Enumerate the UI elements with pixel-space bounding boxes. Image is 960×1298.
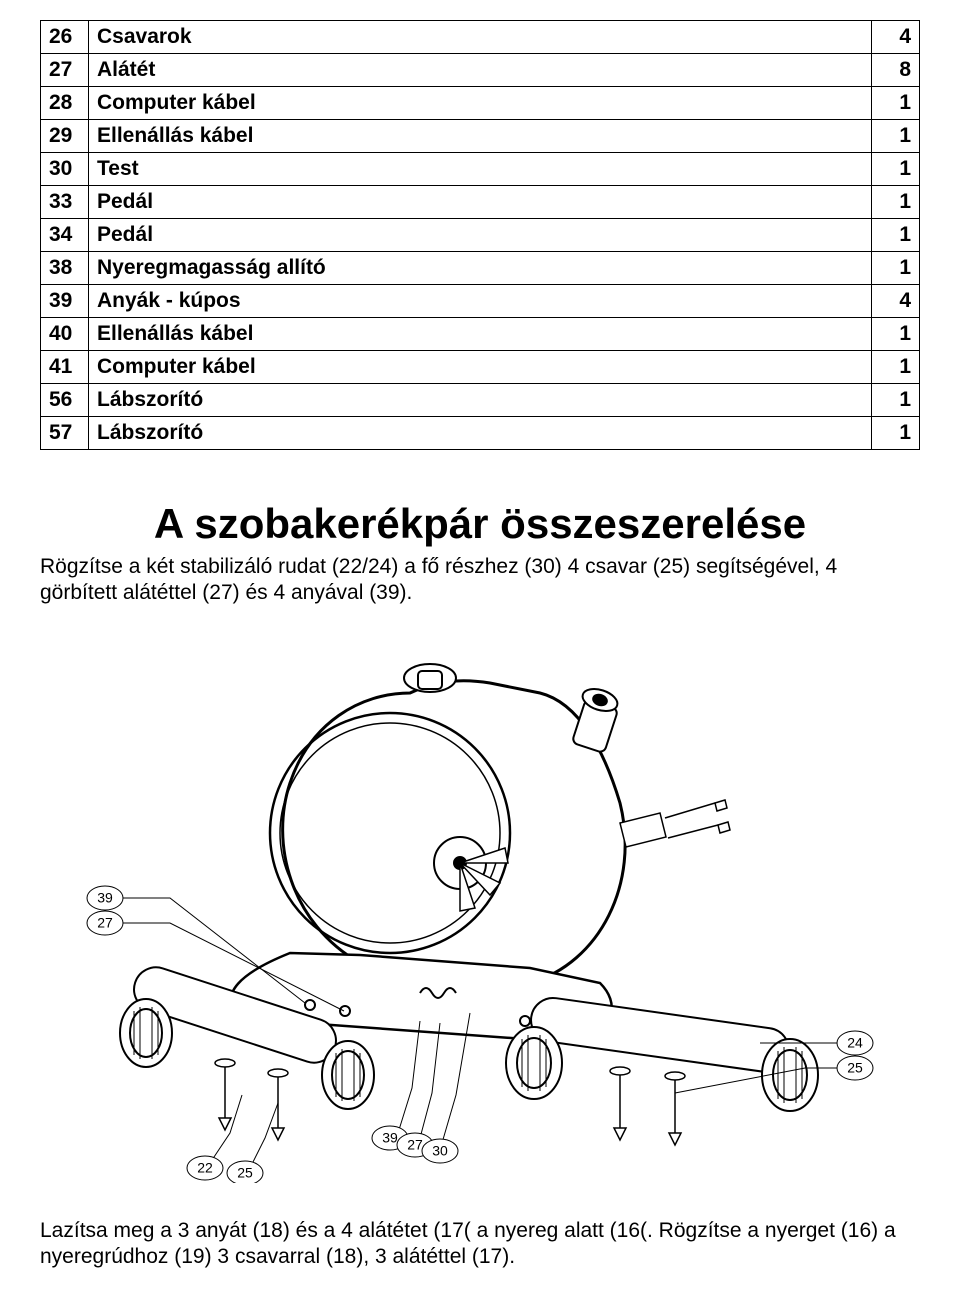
table-row: 41 Computer kábel 1	[41, 351, 920, 384]
assembly-instruction-1: Rögzítse a két stabilizáló rudat (22/24)…	[40, 554, 920, 607]
part-name: Pedál	[89, 219, 872, 252]
part-num: 56	[41, 384, 89, 417]
table-row: 38 Nyeregmagasság allító 1	[41, 252, 920, 285]
part-name: Ellenállás kábel	[89, 318, 872, 351]
table-row: 39 Anyák - kúpos 4	[41, 285, 920, 318]
part-num: 40	[41, 318, 89, 351]
part-name: Pedál	[89, 186, 872, 219]
part-qty: 1	[872, 252, 920, 285]
callout-label: 22	[197, 1159, 213, 1175]
assembly-diagram: 39 27 22 25 39 27 30 24 25	[40, 623, 920, 1188]
table-row: 28 Computer kábel 1	[41, 87, 920, 120]
assembly-title: A szobakerékpár összeszerelése	[40, 500, 920, 548]
part-num: 38	[41, 252, 89, 285]
callout-label: 24	[847, 1034, 863, 1050]
part-qty: 1	[872, 120, 920, 153]
part-num: 34	[41, 219, 89, 252]
assembly-diagram-svg: 39 27 22 25 39 27 30 24 25	[60, 623, 900, 1183]
part-name: Computer kábel	[89, 87, 872, 120]
callout-label: 30	[432, 1142, 448, 1158]
callout-label: 27	[407, 1136, 423, 1152]
part-qty: 1	[872, 384, 920, 417]
part-num: 29	[41, 120, 89, 153]
part-qty: 8	[872, 54, 920, 87]
callout-label: 39	[382, 1129, 398, 1145]
table-row: 40 Ellenállás kábel 1	[41, 318, 920, 351]
part-qty: 1	[872, 351, 920, 384]
part-num: 27	[41, 54, 89, 87]
table-row: 26 Csavarok 4	[41, 21, 920, 54]
part-num: 39	[41, 285, 89, 318]
part-num: 28	[41, 87, 89, 120]
part-name: Test	[89, 153, 872, 186]
table-row: 34 Pedál 1	[41, 219, 920, 252]
callout-label: 39	[97, 889, 113, 905]
callout-label: 25	[237, 1164, 253, 1180]
part-num: 57	[41, 417, 89, 450]
part-name: Lábszorító	[89, 417, 872, 450]
part-name: Ellenállás kábel	[89, 120, 872, 153]
part-name: Csavarok	[89, 21, 872, 54]
part-num: 30	[41, 153, 89, 186]
parts-table-body: 26 Csavarok 4 27 Alátét 8 28 Computer ká…	[41, 21, 920, 450]
table-row: 29 Ellenállás kábel 1	[41, 120, 920, 153]
part-qty: 4	[872, 21, 920, 54]
parts-table: 26 Csavarok 4 27 Alátét 8 28 Computer ká…	[40, 20, 920, 450]
callout-label: 25	[847, 1059, 863, 1075]
callout-label: 27	[97, 914, 113, 930]
table-row: 27 Alátét 8	[41, 54, 920, 87]
part-num: 33	[41, 186, 89, 219]
part-name: Computer kábel	[89, 351, 872, 384]
table-row: 56 Lábszorító 1	[41, 384, 920, 417]
part-qty: 1	[872, 417, 920, 450]
part-name: Alátét	[89, 54, 872, 87]
part-num: 41	[41, 351, 89, 384]
part-qty: 1	[872, 186, 920, 219]
table-row: 30 Test 1	[41, 153, 920, 186]
part-qty: 1	[872, 219, 920, 252]
part-qty: 1	[872, 153, 920, 186]
part-qty: 4	[872, 285, 920, 318]
part-qty: 1	[872, 87, 920, 120]
table-row: 57 Lábszorító 1	[41, 417, 920, 450]
part-name: Anyák - kúpos	[89, 285, 872, 318]
table-row: 33 Pedál 1	[41, 186, 920, 219]
part-name: Nyeregmagasság allító	[89, 252, 872, 285]
part-num: 26	[41, 21, 89, 54]
part-qty: 1	[872, 318, 920, 351]
assembly-instruction-2: Lazítsa meg a 3 anyát (18) és a 4 alátét…	[40, 1218, 920, 1271]
part-name: Lábszorító	[89, 384, 872, 417]
